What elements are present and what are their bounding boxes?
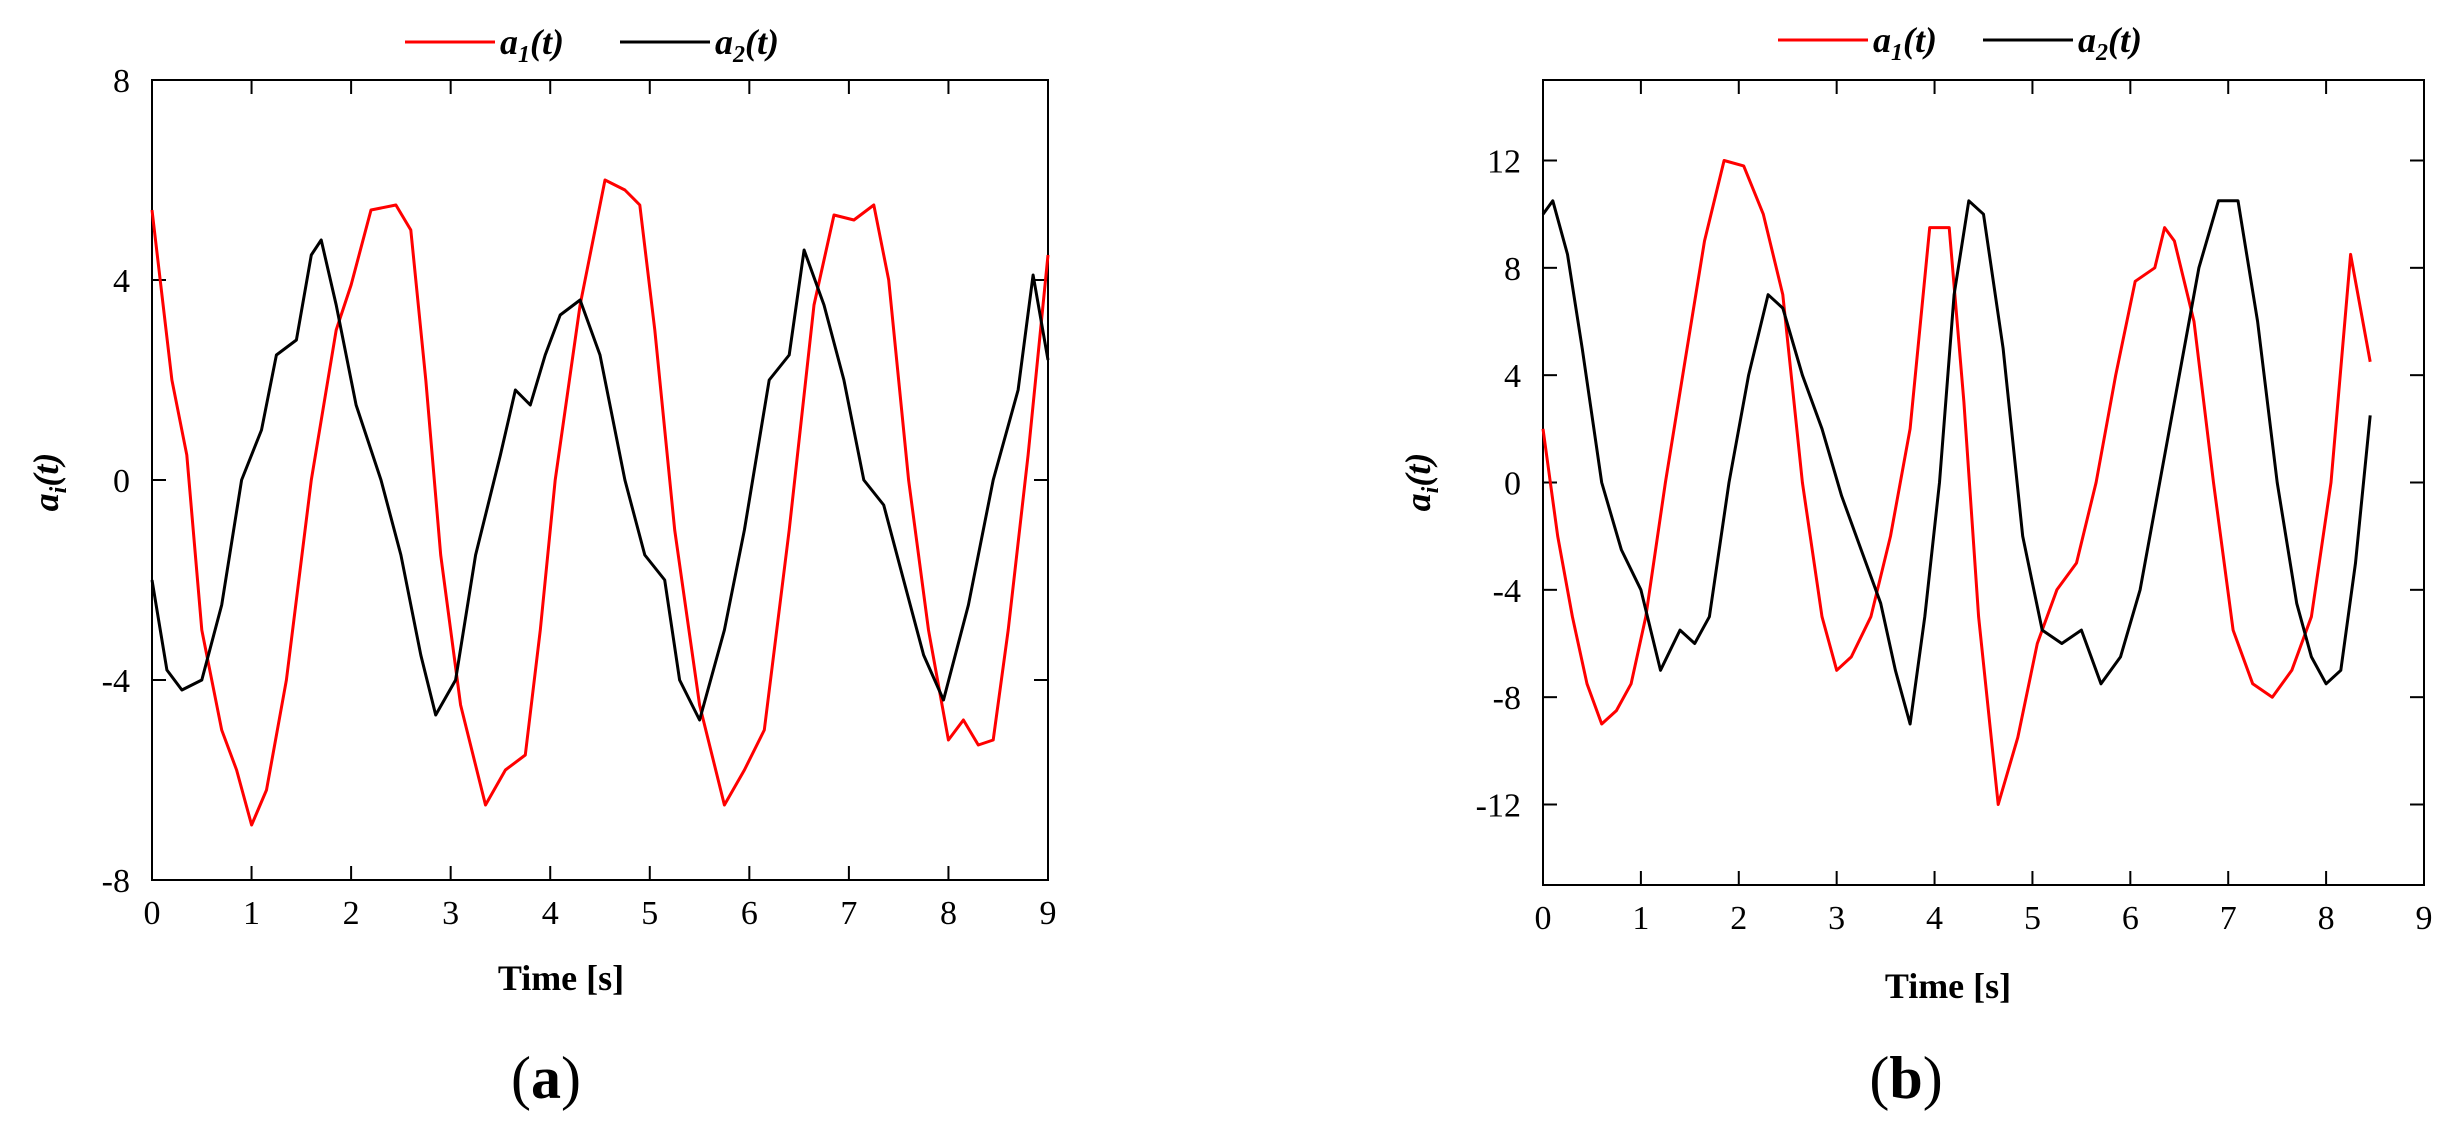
x-tick-label-a-1: 1 <box>243 895 260 932</box>
y-tick-label-a--8: -8 <box>102 863 130 900</box>
legend-b: a1(t) a2(t) <box>1778 20 2142 66</box>
legend-b-label-a1: a1(t) <box>1873 20 1937 66</box>
y-tick-label-b--4: -4 <box>1493 573 1521 610</box>
panel-label-b: (b) <box>1869 1045 1942 1111</box>
x-tick-label-a-8: 8 <box>940 895 957 932</box>
x-tick-label-a-5: 5 <box>641 895 658 932</box>
x-tick-label-b-8: 8 <box>2318 900 2335 937</box>
x-tick-label-b-5: 5 <box>2024 900 2041 937</box>
y-tick-label-a--4: -4 <box>102 663 130 700</box>
series-line-b-a1 <box>1541 159 2372 806</box>
y-tick-label-b--8: -8 <box>1493 680 1521 717</box>
series-line-a-a1 <box>150 178 1050 827</box>
x-tick-label-b-2: 2 <box>1730 900 1747 937</box>
panel-a-chart: a1(t) a2(t) 0 1 2 3 4 5 6 7 8 9 -8 -4 0 4 8 ai(t) Time… <box>26 22 1057 1111</box>
y-axis-title-a: ai(t) <box>26 453 72 512</box>
x-axis-title-a: Time [s] <box>498 958 624 998</box>
x-tick-label-b-6: 6 <box>2122 900 2139 937</box>
y-axis-title-b: ai(t) <box>1398 453 1444 512</box>
y-tick-label-a-8: 8 <box>113 63 130 100</box>
x-axis-title-b: Time [s] <box>1885 966 2011 1006</box>
x-tick-label-a-2: 2 <box>343 895 360 932</box>
x-tick-label-a-7: 7 <box>840 895 857 932</box>
x-tick-label-a-3: 3 <box>442 895 459 932</box>
x-tick-label-b-7: 7 <box>2220 900 2237 937</box>
x-tick-label-a-4: 4 <box>542 895 559 932</box>
x-tick-label-a-9: 9 <box>1040 895 1057 932</box>
x-tick-label-a-6: 6 <box>741 895 758 932</box>
y-tick-label-b-8: 8 <box>1504 251 1521 288</box>
series-line-b-a2 <box>1541 199 2372 726</box>
y-tick-label-a-0: 0 <box>113 463 130 500</box>
panel-label-a: (a) <box>511 1045 581 1111</box>
x-tick-label-b-9: 9 <box>2416 900 2433 937</box>
series-line-a-a2 <box>150 238 1050 722</box>
x-tick-label-b-1: 1 <box>1632 900 1649 937</box>
y-tick-label-b-0: 0 <box>1504 466 1521 503</box>
y-tick-label-b-4: 4 <box>1504 358 1521 395</box>
legend-a-label-a1: a1(t) <box>500 22 564 68</box>
y-tick-label-b-12: 12 <box>1487 144 1521 181</box>
x-tick-label-b-3: 3 <box>1828 900 1845 937</box>
plot-area-a: 0 1 2 3 4 5 6 7 8 9 -8 -4 0 4 8 <box>102 63 1057 932</box>
legend-b-label-a2: a2(t) <box>2078 20 2142 66</box>
x-tick-label-b-4: 4 <box>1926 900 1943 937</box>
y-tick-label-b--12: -12 <box>1476 788 1521 825</box>
x-tick-label-a-0: 0 <box>144 895 161 932</box>
plot-frame-b <box>1542 79 2425 886</box>
legend-a-label-a2: a2(t) <box>715 22 779 68</box>
legend-a: a1(t) a2(t) <box>405 22 779 68</box>
x-tick-label-b-0: 0 <box>1535 900 1552 937</box>
y-tick-label-a-4: 4 <box>113 263 130 300</box>
